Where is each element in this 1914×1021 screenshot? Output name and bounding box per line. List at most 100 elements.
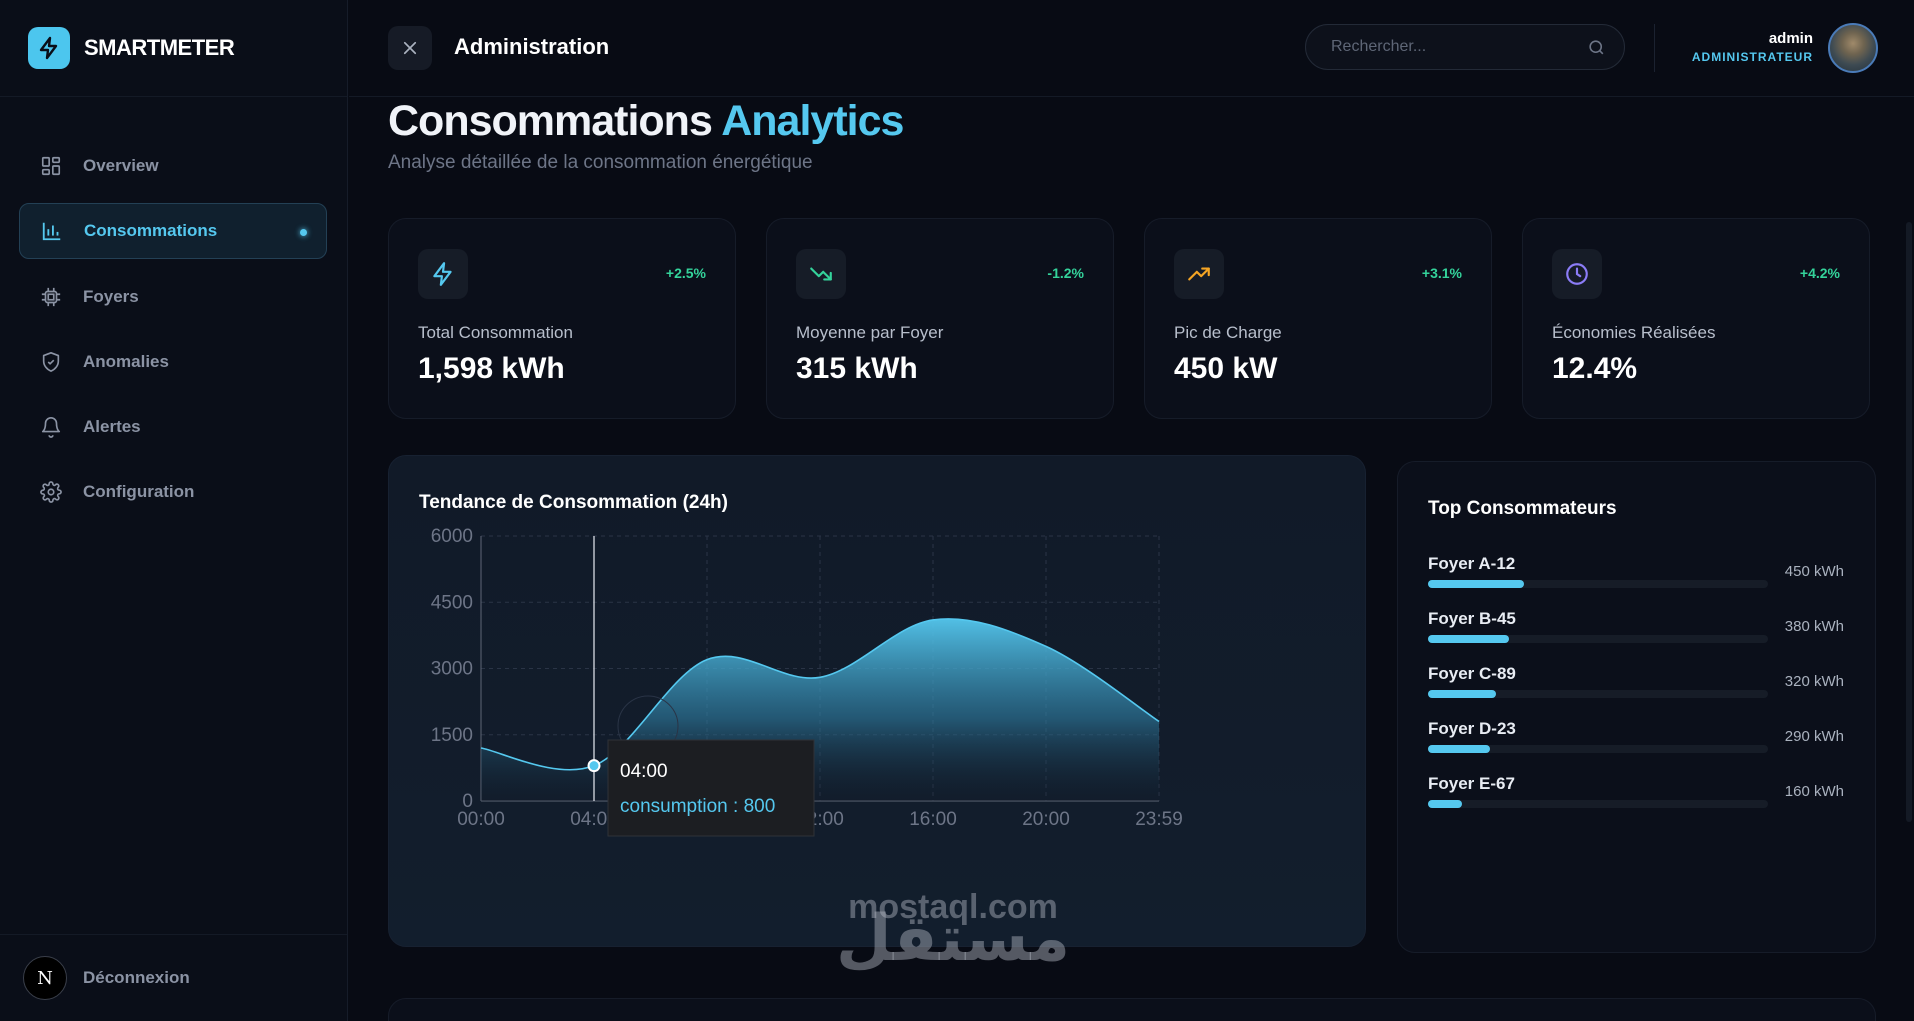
consumer-value: 450 kWh — [1784, 563, 1844, 580]
consumer-bar-fill — [1428, 580, 1524, 588]
consumer-value: 160 kWh — [1784, 783, 1844, 800]
sidebar-item-alertes[interactable]: Alertes — [19, 399, 327, 455]
stat-value: 1,598 kWh — [418, 352, 565, 385]
header-title: Administration — [454, 34, 610, 59]
close-button[interactable] — [388, 26, 432, 70]
sidebar-item-consommations[interactable]: Consommations — [19, 203, 327, 259]
tooltip-value: consumption : 800 — [620, 796, 775, 817]
search-icon[interactable] — [1587, 38, 1606, 62]
brand: SMARTMETER — [0, 0, 347, 97]
top-consumers-card: Top Consommateurs Foyer A-12 450 kWh Foy… — [1397, 461, 1876, 953]
y-tick-label: 1500 — [431, 725, 473, 746]
trending-down-icon — [796, 249, 846, 299]
logout-button[interactable]: N Déconnexion — [0, 934, 347, 1021]
watermark-latin: mostaql.com — [848, 888, 1058, 926]
x-tick-label: 16:00 — [909, 809, 957, 830]
clock-icon — [1552, 249, 1602, 299]
chart-title: Tendance de Consommation (24h) — [419, 492, 728, 513]
consumer-row[interactable]: Foyer B-45 380 kWh — [1428, 609, 1844, 651]
scrollbar-thumb[interactable] — [1906, 222, 1912, 822]
consumption-chart[interactable]: 0150030004500600000:0004:0008:0012:0016:… — [389, 456, 1367, 948]
stat-value: 12.4% — [1552, 352, 1638, 385]
logout-label: Déconnexion — [83, 968, 190, 987]
stat-card-average: -1.2% Moyenne par Foyer 315 kWh — [766, 218, 1114, 419]
consumer-bar-track — [1428, 635, 1768, 643]
next-section-card — [388, 998, 1876, 1021]
bar-chart-icon — [40, 219, 64, 243]
x-tick-label: 00:00 — [457, 809, 505, 830]
consumer-value: 380 kWh — [1784, 618, 1844, 635]
y-tick-label: 4500 — [431, 592, 473, 613]
page-title: Consommations Analytics — [388, 97, 904, 146]
consumer-bar-fill — [1428, 635, 1509, 643]
area-fill-consumption — [481, 618, 1159, 801]
main-content: Consommations Analytics Analyse détaillé… — [349, 97, 1914, 1021]
close-icon — [403, 41, 417, 55]
bolt-icon — [418, 249, 468, 299]
stat-card-peak: +3.1% Pic de Charge 450 kW — [1144, 218, 1492, 419]
consumer-row[interactable]: Foyer E-67 160 kWh — [1428, 774, 1844, 816]
active-indicator — [300, 229, 307, 236]
shield-icon — [39, 350, 63, 374]
avatar[interactable] — [1828, 23, 1878, 73]
consumer-bar-fill — [1428, 690, 1496, 698]
stat-change: +4.2% — [1799, 265, 1840, 281]
page-title-accent: Analytics — [721, 97, 904, 145]
tooltip-box — [607, 739, 815, 837]
sidebar-nav: Overview Consommations Foyers Anomalies — [0, 138, 347, 529]
tooltip-label: 04:00 — [620, 761, 668, 782]
bolt-icon[interactable] — [28, 27, 70, 69]
sidebar-item-label: Configuration — [83, 482, 195, 501]
sidebar-item-label: Foyers — [83, 287, 139, 306]
consumer-value: 320 kWh — [1784, 673, 1844, 690]
consumer-bar-track — [1428, 800, 1768, 808]
stat-label: Moyenne par Foyer — [796, 323, 944, 342]
consumer-bar-track — [1428, 745, 1768, 753]
consumer-bar-fill — [1428, 800, 1462, 808]
sidebar-item-label: Overview — [83, 156, 159, 175]
stat-change: +2.5% — [665, 265, 706, 281]
x-tick-label: 04:00 — [570, 809, 618, 830]
consumer-value: 290 kWh — [1784, 728, 1844, 745]
top-header: Administration admin ADMINISTRATEUR — [349, 0, 1914, 97]
scrollbar[interactable] — [1904, 97, 1914, 1021]
stat-label: Économies Réalisées — [1552, 323, 1716, 342]
sidebar: SMARTMETER Overview Consommations Foyers — [0, 0, 348, 1021]
consumer-row[interactable]: Foyer D-23 290 kWh — [1428, 719, 1844, 761]
search-input[interactable] — [1306, 25, 1566, 69]
stat-card-total: +2.5% Total Consommation 1,598 kWh — [388, 218, 736, 419]
stat-label: Total Consommation — [418, 323, 573, 342]
search-bar — [1305, 24, 1625, 70]
consumer-name: Foyer E-67 — [1428, 774, 1515, 793]
page-subtitle: Analyse détaillée de la consommation éne… — [388, 152, 813, 173]
sidebar-item-configuration[interactable]: Configuration — [19, 464, 327, 520]
brand-name: SMARTMETER — [84, 35, 235, 60]
stat-label: Pic de Charge — [1174, 323, 1282, 342]
stat-change: -1.2% — [1047, 265, 1084, 281]
logout-avatar: N — [23, 956, 67, 1000]
bell-icon — [39, 415, 63, 439]
consumer-name: Foyer B-45 — [1428, 609, 1516, 628]
y-tick-label: 6000 — [431, 526, 473, 547]
stat-value: 450 kW — [1174, 352, 1278, 385]
gear-icon — [39, 480, 63, 504]
sidebar-item-label: Anomalies — [83, 352, 169, 371]
consumer-name: Foyer A-12 — [1428, 554, 1516, 573]
sidebar-item-label: Alertes — [83, 417, 141, 436]
page-title-main: Consommations — [388, 97, 713, 145]
consumer-bar-fill — [1428, 745, 1490, 753]
stat-change: +3.1% — [1421, 265, 1462, 281]
consumer-name: Foyer D-23 — [1428, 719, 1516, 738]
chip-icon — [39, 285, 63, 309]
consumer-row[interactable]: Foyer A-12 450 kWh — [1428, 554, 1844, 596]
sidebar-item-foyers[interactable]: Foyers — [19, 269, 327, 325]
stat-value: 315 kWh — [796, 352, 918, 385]
sidebar-item-label: Consommations — [84, 221, 218, 240]
consumer-row[interactable]: Foyer C-89 320 kWh — [1428, 664, 1844, 706]
y-tick-label: 3000 — [431, 659, 473, 680]
sidebar-item-anomalies[interactable]: Anomalies — [19, 334, 327, 390]
consumption-chart-card: Tendance de Consommation (24h) 0 1500 3000… — [388, 455, 1366, 947]
sidebar-item-overview[interactable]: Overview — [19, 138, 327, 194]
header-divider — [1654, 24, 1655, 72]
consumer-name: Foyer C-89 — [1428, 664, 1516, 683]
